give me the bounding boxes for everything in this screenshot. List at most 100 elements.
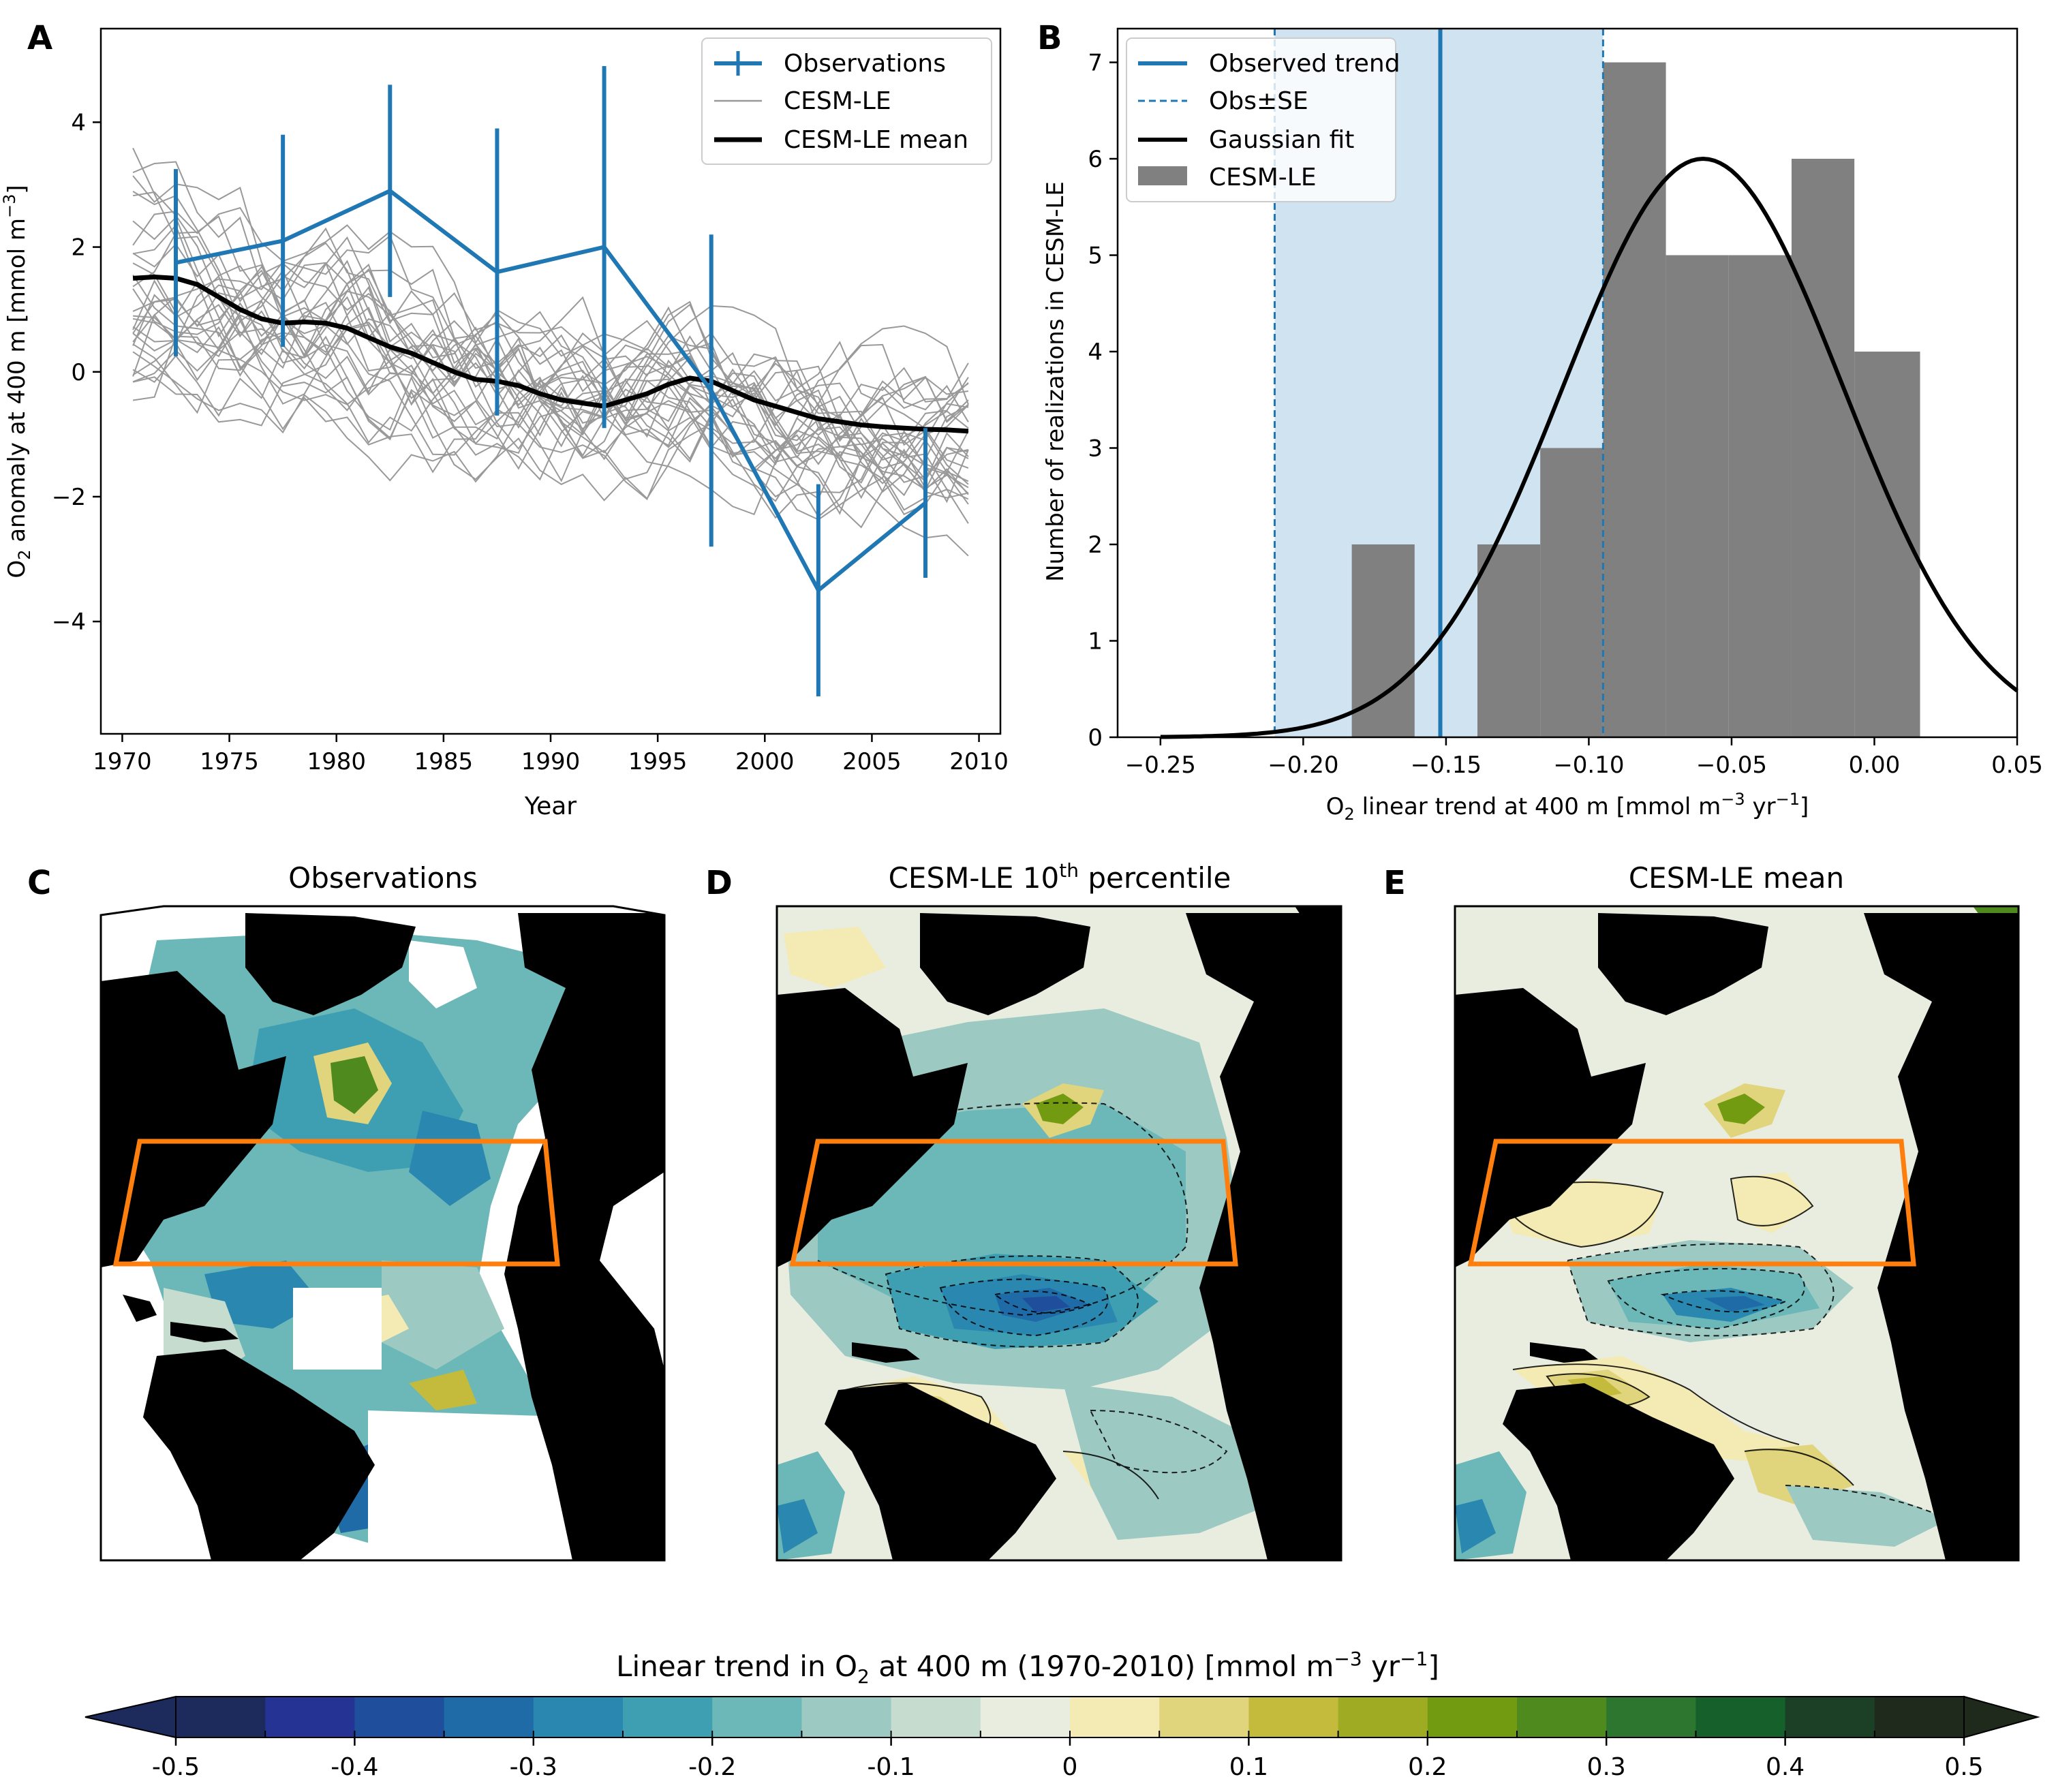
- panel-b-xlabel: O2 linear trend at 400 m [mmol m−3 yr−1]: [1326, 790, 1809, 824]
- ensemble-member-line: [132, 260, 969, 495]
- b-xtick-label: 0.05: [1991, 752, 2043, 779]
- panel-e-title: CESM-LE mean: [1629, 861, 1844, 895]
- colorbar-cell: [980, 1697, 1071, 1737]
- ensemble-member-line: [132, 242, 969, 457]
- b-ytick-label: 1: [1088, 628, 1103, 655]
- histogram-bar: [1351, 544, 1415, 737]
- a-xtick-label: 1980: [307, 748, 366, 775]
- colorbar-tick-label: 0: [1062, 1753, 1078, 1781]
- histogram-bar: [1666, 255, 1729, 738]
- map-c-region-box: [112, 1139, 560, 1267]
- b-ytick-label: 0: [1088, 724, 1103, 752]
- ensemble-member-line: [132, 279, 969, 484]
- colorbar-cell: [444, 1697, 534, 1737]
- panel-b-chart: B −0.25 −0.20 −0.15 −0.10 −0.05 0.00 0.05 0 1 2 3 4…: [1037, 19, 2043, 824]
- b-xtick-label: −0.25: [1125, 752, 1196, 779]
- legend-observed-trend: Observed trend: [1209, 50, 1400, 78]
- legend-obs-se: Obs±SE: [1209, 87, 1308, 115]
- b-ytick-label: 2: [1088, 531, 1103, 559]
- colorbar-label: Linear trend in O2 at 400 m (1970-2010) …: [616, 1648, 1439, 1688]
- colorbar-cell: [176, 1697, 266, 1737]
- colorbar-cell: [1606, 1697, 1696, 1737]
- map-cesm-le-mean: [1455, 906, 2019, 1560]
- colorbar-tick-label: -0.1: [867, 1753, 915, 1781]
- b-xtick-label: −0.05: [1696, 752, 1767, 779]
- panel-a-xlabel: Year: [524, 792, 577, 820]
- colorbar-tick-label: -0.5: [152, 1753, 200, 1781]
- colorbar-max-extend: [1963, 1695, 2040, 1739]
- a-xtick-label: 2005: [842, 748, 902, 775]
- colorbar-cell: [1696, 1697, 1786, 1737]
- ensemble-member-line: [132, 243, 969, 557]
- ensemble-member-line: [132, 227, 969, 502]
- b-xtick-label: −0.20: [1268, 752, 1338, 779]
- colorbar-cell: [891, 1697, 981, 1737]
- histogram-bar: [1477, 544, 1541, 737]
- ensemble-members-group: [132, 147, 969, 557]
- colorbar-tick-label: 0.4: [1766, 1753, 1805, 1781]
- panel-b-letter: B: [1037, 19, 1062, 57]
- b-xtick-label: 0.00: [1849, 752, 1901, 779]
- panel-c-letter: C: [27, 864, 51, 902]
- colorbar-min-extend: [85, 1695, 177, 1739]
- legend-gaussian-fit: Gaussian fit: [1209, 126, 1354, 154]
- a-xtick-label: 1985: [414, 748, 474, 775]
- map-d-frame: [776, 905, 1342, 1562]
- histogram-bar: [1540, 448, 1604, 737]
- a-xtick-label: 2010: [949, 748, 1009, 775]
- b-xtick-label: −0.15: [1411, 752, 1482, 779]
- colorbar-tick-label: -0.4: [331, 1753, 378, 1781]
- colorbar-cell: [1338, 1697, 1428, 1737]
- colorbar-cell: [623, 1697, 713, 1737]
- colorbar-cell: [1159, 1697, 1249, 1737]
- a-xtick-label: 1970: [93, 748, 152, 775]
- a-ytick-label: 2: [71, 234, 86, 262]
- panel-b-legend: Observed trend Obs±SE Gaussian fit CESM-…: [1126, 37, 1400, 202]
- colorbar-cell: [1517, 1697, 1607, 1737]
- a-xtick-label: 1990: [521, 748, 581, 775]
- ensemble-member-line: [132, 216, 969, 501]
- panel-a-legend: Observations CESM-LE CESM-LE mean: [701, 37, 992, 165]
- ensemble-member-line: [132, 206, 969, 504]
- a-ytick-label: 4: [71, 109, 86, 136]
- a-ytick-label: −2: [52, 484, 86, 511]
- b-ytick-label: 7: [1088, 50, 1103, 77]
- colorbar-cell: [1070, 1697, 1160, 1737]
- panel-a-chart: A 1970 1975 1980 1985 1990 1995 2000 2005 2010 −4…: [0, 19, 1009, 820]
- colorbar-cell: [1874, 1697, 1965, 1737]
- observations-line: [175, 189, 927, 593]
- map-observations: [101, 906, 664, 1560]
- colorbar: Linear trend in O2 at 400 m (1970-2010) …: [85, 1648, 2040, 1781]
- gaussian-fit-curve: [1160, 156, 2019, 739]
- map-c-frame: [99, 905, 666, 1562]
- map-e-region-box: [1467, 1139, 1916, 1267]
- legend-cesm-le-hist: CESM-LE: [1209, 164, 1317, 191]
- ensemble-member-line: [132, 322, 969, 516]
- colorbar-cell: [265, 1697, 355, 1737]
- a-ytick-label: −4: [52, 608, 86, 636]
- a-ytick-label: 0: [71, 359, 86, 386]
- ensemble-member-line: [132, 290, 969, 485]
- colorbar-cell: [354, 1697, 445, 1737]
- b-ytick-label: 5: [1088, 243, 1103, 270]
- ensemble-member-line: [132, 147, 969, 469]
- colorbar-cell: [533, 1697, 624, 1737]
- legend-cesm-le-mean: CESM-LE mean: [784, 126, 968, 154]
- legend-observations: Observations: [784, 50, 946, 78]
- colorbar-tick-label: -0.2: [688, 1753, 736, 1781]
- colorbar-tick-label: 0.2: [1408, 1753, 1447, 1781]
- histogram-bar: [1728, 255, 1792, 738]
- panel-a-ylabel: O2 anomaly at 400 m [mmol m−3]: [0, 185, 34, 578]
- b-ytick-label: 4: [1088, 339, 1103, 366]
- ensemble-member-line: [132, 343, 969, 516]
- b-ytick-label: 3: [1088, 435, 1103, 463]
- ensemble-mean-line: [132, 275, 969, 434]
- panel-c-title: Observations: [288, 861, 478, 895]
- legend-cesm-le: CESM-LE: [784, 87, 891, 115]
- a-xtick-label: 1975: [200, 748, 259, 775]
- colorbar-cell: [801, 1697, 892, 1737]
- map-cesm-le-10th-percentile: [777, 906, 1341, 1560]
- colorbar-tick-label: 0.1: [1229, 1753, 1268, 1781]
- panel-b-ylabel: Number of realizations in CESM-LE: [1042, 181, 1069, 582]
- colorbar-cell: [1785, 1697, 1875, 1737]
